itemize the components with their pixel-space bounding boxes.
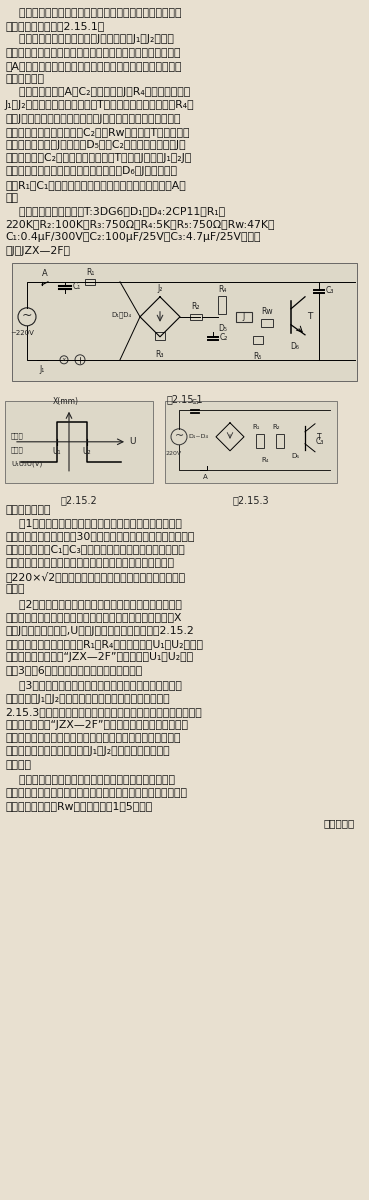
Text: （220×√2状）的两倍。可见对反向耐压要求之高，故不: （220×√2状）的两倍。可见对反向耐压要求之高，故不 — [5, 571, 185, 582]
Text: U₂: U₂ — [83, 446, 91, 456]
Bar — [276, 433, 284, 448]
Text: 需用灯时，按下A，C₂迅速充电。J由R₄支路得到分压，: 需用灯时，按下A，C₂迅速充电。J由R₄支路得到分压， — [5, 88, 190, 97]
Text: 定。本文电路中用的“JZX—2F”继电器，其U₁、U₂分别: 定。本文电路中用的“JZX—2F”继电器，其U₁、U₂分别 — [5, 652, 193, 662]
Text: 行半波整流，则C₁、C₃将一起充电达到电源峰値电压，当电: 行半波整流，则C₁、C₃将一起充电达到电源峰値电压，当电 — [5, 545, 185, 554]
Text: （1）本电路采用电容分压、桥式整流为控制部分提供工: （1）本电路采用电容分压、桥式整流为控制部分提供工 — [5, 518, 182, 528]
Text: 时的最小工作电压明显高于释放动作时的最大工作电压。用X: 时的最小工作电压明显高于释放动作时的最大工作电压。用X — [5, 612, 182, 623]
Text: T: T — [317, 433, 322, 443]
Bar — [261, 319, 273, 326]
Bar — [5, 401, 153, 482]
Bar — [253, 336, 263, 343]
Text: 器J：JZX—2F。: 器J：JZX—2F。 — [5, 246, 70, 256]
Text: 图2.15.1: 图2.15.1 — [166, 394, 203, 403]
Text: R₁: R₁ — [252, 424, 260, 430]
Text: 足取。: 足取。 — [5, 584, 24, 594]
Bar — [256, 433, 264, 448]
Text: C₃: C₃ — [326, 287, 334, 295]
Text: D₅: D₅ — [218, 324, 228, 332]
Text: （佳铃光）: （佳铃光） — [324, 818, 355, 828]
Text: C₁: C₁ — [191, 398, 199, 404]
Text: 电流）。电路进入暂稳态。C₂通过Rw放电，使T射极电流与: 电流）。电路进入暂稳态。C₂通过Rw放电，使T射极电流与 — [5, 127, 190, 137]
Text: D₆: D₆ — [290, 342, 300, 352]
Text: Rw: Rw — [261, 307, 273, 316]
Text: X(mm): X(mm) — [53, 397, 79, 406]
Text: 工作线圈。当C₂放电弱到一定値时，T截止，J释放，J₁、₂J回: 工作线圈。当C₂放电弱到一定値时，T截止，J释放，J₁、₂J回 — [5, 154, 192, 163]
Text: D₆: D₆ — [291, 452, 299, 458]
Text: 到常闭位置，灯泡断电，氖灯重又发光。D₆为J工作线圈续: 到常闭位置，灯泡断电，氖灯重又发光。D₆为J工作线圈续 — [5, 167, 177, 176]
Text: ~220V: ~220V — [10, 330, 34, 336]
Text: 吸合位: 吸合位 — [11, 432, 24, 439]
Bar — [236, 312, 252, 322]
Text: 基础电流一起维持J的吸合。D₅阻止C₂放电电流直接注入J的: 基础电流一起维持J的吸合。D₅阻止C₂放电电流直接注入J的 — [5, 140, 186, 150]
Text: 可将去若干对触点一对一作为J₁、J₂，提高继电器动作的: 可将去若干对触点一对一作为J₁、J₂，提高继电器动作的 — [5, 746, 170, 756]
Bar — [155, 331, 165, 340]
Text: 用，以实现J₁、J₂两个触点的功能，同时电路相应改为图: 用，以实现J₁、J₂两个触点的功能，同时电路相应改为图 — [5, 694, 170, 703]
Text: J: J — [243, 312, 245, 322]
Text: 图中元器件参数如下：T:3DG6。D₁～D₄:2CP11。R₁：: 图中元器件参数如下：T:3DG6。D₁～D₄:2CP11。R₁： — [5, 206, 225, 216]
Text: 可。: 可。 — [5, 193, 18, 203]
Text: R₂: R₂ — [192, 301, 200, 311]
Text: 电路的控制时间可Rw调节，范围为1～5分钟。: 电路的控制时间可Rw调节，范围为1～5分钟。 — [5, 802, 152, 811]
Text: C₁: C₁ — [73, 282, 81, 292]
Text: 图2.15.2: 图2.15.2 — [61, 494, 97, 505]
Text: U₁: U₁ — [53, 446, 61, 456]
Text: J₂: J₂ — [157, 283, 163, 293]
Text: T: T — [307, 312, 313, 322]
Text: 源处于负半周时，整流管两端的反向电压接近电源峰値电压: 源处于负半周时，整流管两端的反向电压接近电源峰値电压 — [5, 558, 174, 568]
Text: ~: ~ — [22, 310, 32, 323]
Text: 示这个特性。设计电路时，R₁、R₄做有颅于图中U₁、U₂位的测: 示这个特性。设计电路时，R₁、R₄做有颅于图中U₁、U₂位的测 — [5, 638, 203, 649]
Text: 路为J堪供基础工作电流（低于使J保持吸合状态时的最小工作: 路为J堪供基础工作电流（低于使J保持吸合状态时的最小工作 — [5, 114, 180, 124]
Text: U₁U₂U(V): U₁U₂U(V) — [11, 461, 42, 467]
Text: 220V: 220V — [166, 451, 182, 456]
Text: ~: ~ — [175, 431, 184, 440]
Text: 本文介绍利用电容放电过程控制原理设计的单管自动延时: 本文介绍利用电容放电过程控制原理设计的单管自动延时 — [5, 8, 182, 18]
Text: （2）继电器的工作电压有回差特性，即继电器吸合动作: （2）继电器的工作电压有回差特性，即继电器吸合动作 — [5, 599, 182, 610]
Text: D₁~D₄: D₁~D₄ — [188, 434, 208, 439]
Text: 2.15.3所示。不过干簧管触点电流不宜过大，否则极易损坏灯功: 2.15.3所示。不过干簧管触点电流不宜过大，否则极易损坏灯功 — [5, 707, 202, 716]
Text: C₁:0.4μF/300V，C₂:100μF/25V，C₃:4.7μF/25V。继电: C₁:0.4μF/300V，C₂:100μF/25V，C₃:4.7μF/25V。… — [5, 233, 261, 242]
Text: C₃: C₃ — [316, 437, 324, 446]
Text: 灵敏度。: 灵敏度。 — [5, 760, 31, 769]
Text: A: A — [42, 269, 48, 277]
Text: 释放位: 释放位 — [11, 446, 24, 454]
Text: 关灯控制电路，见图2.15.1。: 关灯控制电路，见图2.15.1。 — [5, 22, 104, 31]
Text: 示常闭位置。仅氖灯有弱电流通过，其红光在黑暗中指示着按: 示常闭位置。仅氖灯有弱电流通过，其红光在黑暗中指示着按 — [5, 48, 180, 58]
Text: R₂: R₂ — [272, 424, 280, 430]
Text: 鈕A的位置。弱电流亦通过照明灯，但并不足以使其发光，却: 鈕A的位置。弱电流亦通过照明灯，但并不足以使其发光，却 — [5, 61, 182, 71]
Text: 此外，将多个按鈕开关并联使用，可以实现多点自动控: 此外，将多个按鈕开关并联使用，可以实现多点自动控 — [5, 775, 175, 785]
Text: 率有所限制。用“JZX—2F”继电器的好处是允许触点电流: 率有所限制。用“JZX—2F”继电器的好处是允许触点电流 — [5, 720, 188, 730]
Text: 可加热灯丝。: 可加热灯丝。 — [5, 74, 44, 84]
Text: R₁: R₁ — [86, 268, 94, 277]
Bar — [190, 313, 202, 319]
Text: 制。将多个灯泡并联使用，则可实现较长廊的多灯照明控制。此: 制。将多个灯泡并联使用，则可实现较长廊的多灯照明控制。此 — [5, 788, 187, 798]
Text: 流，R₁为C₁放电。整个电路返回稳态。下次用灯再按下A即: 流，R₁为C₁放电。整个电路返回稳态。下次用灯再按下A即 — [5, 180, 186, 190]
Text: 电路平时处于稳态。继电器J的两对触点J₁、J₂处于图: 电路平时处于稳态。继电器J的两对触点J₁、J₂处于图 — [5, 35, 174, 44]
Text: J₁: J₁ — [39, 365, 45, 373]
Text: 表示J触点在位置状态,U表示J的工作电压，则可用图2.15.2: 表示J触点在位置状态,U表示J的工作电压，则可用图2.15.2 — [5, 625, 194, 636]
Text: 图2.15.3: 图2.15.3 — [233, 494, 269, 505]
Text: R₄: R₄ — [261, 457, 269, 463]
Text: R₄: R₄ — [218, 284, 226, 294]
Text: A: A — [203, 474, 207, 480]
Text: 220K，R₂:100K，R₃:750Ω，R₄:5K，R₅:750Ω，Rw:47K。: 220K，R₂:100K，R₃:750Ω，R₄:5K，R₅:750Ω，Rw:47… — [5, 220, 275, 229]
Bar — [12, 263, 357, 380]
Bar — [85, 278, 95, 284]
Text: C₂: C₂ — [220, 334, 228, 342]
Text: D₁～D₄: D₁～D₄ — [112, 312, 132, 318]
Text: U: U — [129, 437, 135, 446]
Bar — [165, 401, 337, 482]
Text: R₅: R₅ — [254, 352, 262, 361]
Text: 作电压，整流管反向耐压30状左右即可。若想只用一个整流管进: 作电压，整流管反向耐压30状左右即可。若想只用一个整流管进 — [5, 532, 194, 541]
Text: （3）若要用于簧继电器，可将两个继电器的线圈并联使: （3）若要用于簧继电器，可将两个继电器的线圈并联使 — [5, 680, 182, 690]
Bar — [218, 295, 226, 313]
Text: 几点说明如下：: 几点说明如下： — [5, 505, 51, 515]
Text: 约为3状、6状，可见其回扣路是不容忽视的。: 约为3状、6状，可见其回扣路是不容忽视的。 — [5, 665, 142, 676]
Text: J₁、J₂动作，点明灯泡，三极管T得到偏压开始工作。同时R₄支: J₁、J₂动作，点明灯泡，三极管T得到偏压开始工作。同时R₄支 — [5, 101, 194, 110]
Text: 较大，必要时可将多个触点并联使用。如强增负载能力。一般: 较大，必要时可将多个触点并联使用。如强增负载能力。一般 — [5, 733, 180, 743]
Text: ×: × — [62, 358, 66, 362]
Text: R₃: R₃ — [156, 349, 164, 359]
